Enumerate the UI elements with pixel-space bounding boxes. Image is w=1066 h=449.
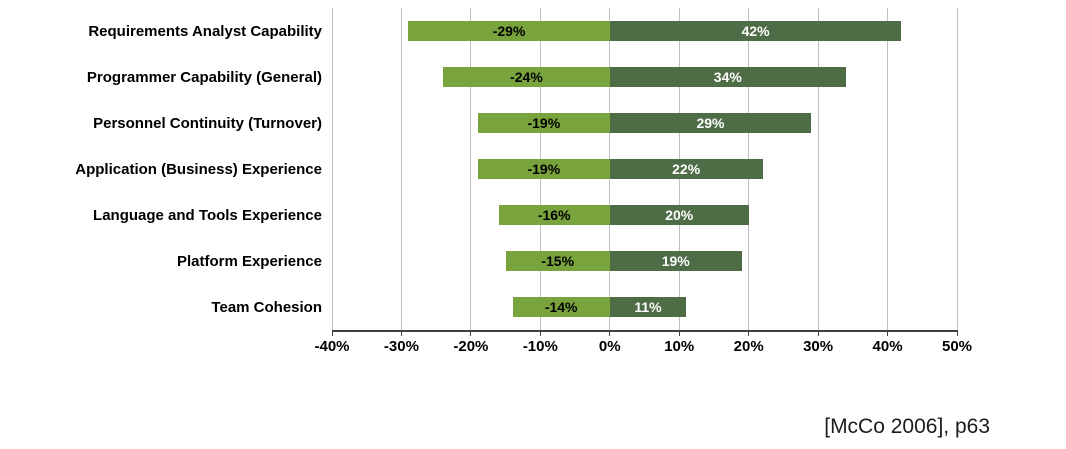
category-label: Application (Business) Experience xyxy=(75,160,322,178)
category-label: Team Cohesion xyxy=(211,298,322,316)
negative-bar-5: -16% xyxy=(498,205,610,225)
positive-bar-4: 22% xyxy=(609,159,763,179)
gridline xyxy=(331,8,333,330)
negative-bar-3: -19% xyxy=(477,113,610,133)
x-axis-tick xyxy=(470,330,472,336)
positive-bar-2: 34% xyxy=(609,67,846,87)
positive-bar-3: 29% xyxy=(609,113,812,133)
negative-bar-6: -15% xyxy=(505,251,610,271)
diverging-bar-chart: -40% -30% -20% -10% 0% 10% 20% 30% 40% 50% Require… xyxy=(75,8,973,355)
citation-text: [McCo 2006], p63 xyxy=(824,415,990,438)
x-tick-label: 0% xyxy=(598,338,621,355)
x-tick-label: -30% xyxy=(383,338,419,355)
category-label: Requirements Analyst Capability xyxy=(88,22,322,40)
x-axis-tick xyxy=(539,330,541,336)
positive-bar-5: 20% xyxy=(609,205,749,225)
x-axis-tick xyxy=(956,330,958,336)
gridline xyxy=(400,8,402,330)
x-tick-label: 20% xyxy=(733,338,764,355)
x-tick-label: -20% xyxy=(453,338,489,355)
x-axis-tick xyxy=(748,330,750,336)
negative-bar-7: -14% xyxy=(512,297,610,317)
positive-bar-6: 19% xyxy=(609,251,742,271)
gridline xyxy=(470,8,472,330)
category-label: Platform Experience xyxy=(176,252,322,270)
negative-bar-4: -19% xyxy=(477,159,610,179)
x-axis-tick xyxy=(887,330,889,336)
negative-bar-1: -29% xyxy=(408,21,610,41)
category-label: Language and Tools Experience xyxy=(93,206,322,224)
x-axis-tick xyxy=(678,330,680,336)
negative-bar-2: -24% xyxy=(443,67,610,87)
x-axis-tick xyxy=(609,330,611,336)
x-tick-label: 10% xyxy=(664,338,695,355)
x-tick-label: -40% xyxy=(314,338,350,355)
x-axis-line xyxy=(332,330,957,332)
gridline xyxy=(817,8,819,330)
positive-bar-7: 11% xyxy=(609,297,687,317)
x-tick-label: 30% xyxy=(803,338,834,355)
x-tick-label: 40% xyxy=(872,338,903,355)
gridline xyxy=(887,8,889,330)
positive-bar-1: 42% xyxy=(609,21,902,41)
category-label: Personnel Continuity (Turnover) xyxy=(93,114,322,132)
x-tick-label: -10% xyxy=(522,338,558,355)
gridline xyxy=(956,8,958,330)
x-axis-tick xyxy=(817,330,819,336)
category-label: Programmer Capability (General) xyxy=(86,68,322,86)
x-axis-tick xyxy=(331,330,333,336)
x-axis-tick xyxy=(400,330,402,336)
x-tick-label: 50% xyxy=(941,338,973,355)
